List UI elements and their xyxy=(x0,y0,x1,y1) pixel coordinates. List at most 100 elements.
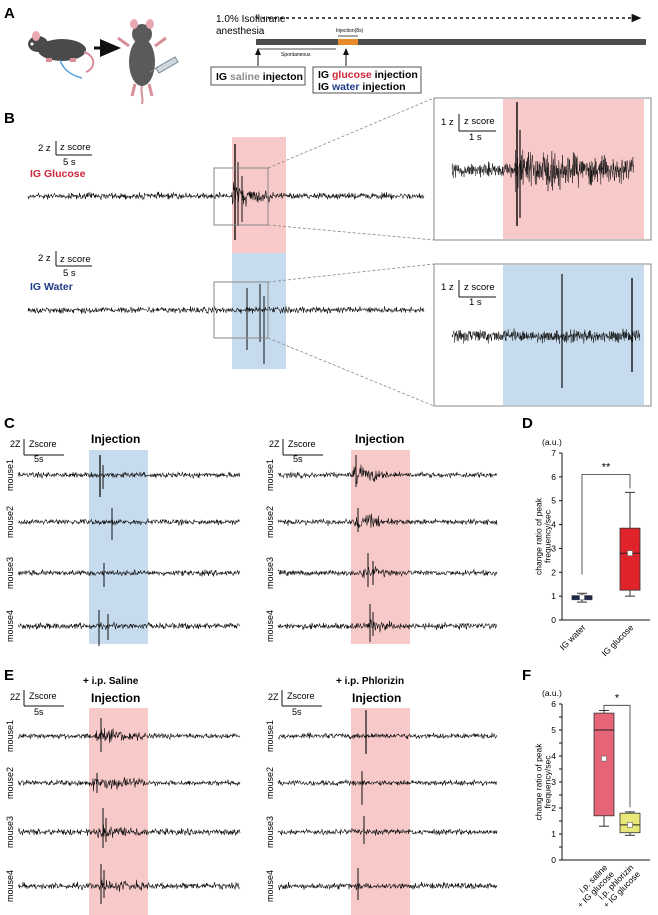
zoom-scale-unit: z score xyxy=(464,282,495,293)
y-axis-label: change ratio of peakfrequency/sec xyxy=(533,497,552,575)
glucose-injection-text: IG glucose injection xyxy=(318,69,418,81)
panel-c: 2Z Zscore 5s Injection 2Z Zscore 5s Inje… xyxy=(5,432,498,646)
box xyxy=(593,712,615,817)
mouse-label: mouse4 xyxy=(5,870,15,902)
zoom-scale-time: 1 s xyxy=(469,132,482,143)
y-tick-label: 1 xyxy=(551,829,556,839)
e-right-traces xyxy=(277,710,498,900)
panel-a: 1.0% Isoflurane anesthesia Injection(8s)… xyxy=(28,13,646,105)
water-injection-text: IG water injection xyxy=(318,81,406,93)
scale-amp-label: 2Z xyxy=(10,439,21,449)
x-tick-label: IG water xyxy=(558,622,588,652)
y-tick-label: 4 xyxy=(551,520,556,530)
c-right-scale: 2Z Zscore 5s xyxy=(269,439,323,464)
chart-f: (a.u.) 0 1 2 3 4 5 6 change ratio of peakfrequen… xyxy=(533,688,650,910)
y-tick-label: 4 xyxy=(551,751,556,761)
scale-unit-label: Zscore xyxy=(29,439,57,449)
e-left-condition: + i.p. Saline xyxy=(83,676,139,687)
mouse-label: mouse1 xyxy=(5,459,15,491)
ig-water-label: IG Water xyxy=(30,281,73,293)
mean-marker xyxy=(601,755,607,762)
y-tick-label: 2 xyxy=(551,803,556,813)
y-tick-label: 6 xyxy=(551,699,556,709)
y-tick-label: 0 xyxy=(551,615,556,625)
y-tick-label: 2 xyxy=(551,567,556,577)
e-right-scale: 2Z Zscore 5s xyxy=(268,690,322,717)
mouse-label: mouse4 xyxy=(265,610,275,642)
mouse-label: mouse1 xyxy=(265,459,275,491)
scale-amp-label: 2Z xyxy=(10,692,21,702)
c-left-injection-shade xyxy=(89,450,148,644)
mouse-label: mouse3 xyxy=(5,557,15,589)
scale-amp-label: 2 z xyxy=(38,143,51,154)
y-tick-label: 6 xyxy=(551,472,556,482)
panel-b: 2 z z score 5 s IG Glucose 2 z z score 5… xyxy=(27,97,652,407)
scale-time-label: 5s xyxy=(292,707,302,717)
zoom-connector xyxy=(267,97,435,169)
zoom-connector xyxy=(267,224,435,241)
e-right-injection-title: Injection xyxy=(352,691,401,705)
mean-marker xyxy=(579,594,585,601)
e-left-injection-shade xyxy=(89,708,148,915)
glucose-water-injection-box xyxy=(312,66,422,94)
y-tick-label: 3 xyxy=(551,777,556,787)
mouse-label: mouse2 xyxy=(265,506,275,538)
e-right-condition: + i.p. Phlorizin xyxy=(336,676,404,687)
mouse-label: mouse2 xyxy=(5,506,15,538)
zoom-region-water xyxy=(213,281,269,339)
mouse-label: mouse3 xyxy=(5,816,15,848)
scale-time-label: 5 s xyxy=(63,268,76,279)
saline-injection-text: IG saline injecton xyxy=(216,71,303,83)
timeline-bar xyxy=(256,39,646,45)
mouse-label: mouse1 xyxy=(265,720,275,752)
box xyxy=(619,527,641,591)
injection-duration-label: Injection(8s) xyxy=(336,28,364,34)
scale-unit-label: Zscore xyxy=(288,439,316,449)
panel-letter-a: A xyxy=(4,5,15,22)
y-axis-label: change ratio of peakfrequency/sec xyxy=(533,743,552,821)
scale-unit-label: Zscore xyxy=(29,691,57,701)
scale-amp-label: 2Z xyxy=(268,692,279,702)
saline-injection-box xyxy=(210,66,306,86)
mouse-label: mouse3 xyxy=(265,557,275,589)
mouse-label: mouse4 xyxy=(265,870,275,902)
zoom-scale-unit: z score xyxy=(464,116,495,127)
mouse-label: mouse3 xyxy=(265,816,275,848)
y-tick-label: 1 xyxy=(551,591,556,601)
panel-letter-f: F xyxy=(522,667,531,684)
scale-amp-label: 2Z xyxy=(269,439,280,449)
mouse-label: mouse2 xyxy=(265,767,275,799)
scale-unit-label: z score xyxy=(60,254,91,265)
chart-unit-label: (a.u.) xyxy=(542,688,562,698)
anesthesia-label-line1: 1.0% Isoflurane xyxy=(216,14,286,25)
injection-segment xyxy=(338,39,358,45)
y-tick-label: 5 xyxy=(551,725,556,735)
chart-d: (a.u.) 0 1 2 3 4 5 6 7 change ratio of peakfreque… xyxy=(533,437,650,658)
c-left-scale: 2Z Zscore 5s xyxy=(10,439,64,464)
zoom-scale-time: 1 s xyxy=(469,297,482,308)
y-tick-label: 0 xyxy=(551,855,556,865)
mean-marker xyxy=(627,550,633,557)
trace-water xyxy=(27,284,425,364)
mouse-label: mouse4 xyxy=(5,610,15,642)
scale-unit-label: z score xyxy=(60,142,91,153)
significance-bracket xyxy=(581,474,631,575)
c-right-traces xyxy=(277,455,498,642)
scale-time-label: 5s xyxy=(34,454,44,464)
c-right-injection-shade xyxy=(351,450,410,644)
trace-zoom-water xyxy=(451,274,641,388)
panel-letter-b: B xyxy=(4,110,15,127)
chart-unit-label: (a.u.) xyxy=(542,437,562,447)
panel-letter-c: C xyxy=(4,415,15,432)
zoom-region-glucose xyxy=(213,167,269,226)
c-left-traces xyxy=(17,455,241,646)
mouse-lying-illustration xyxy=(28,31,95,79)
c-left-injection-title: Injection xyxy=(91,432,140,446)
panel-letter-e: E xyxy=(4,667,14,684)
scale-time-label: 5s xyxy=(293,454,303,464)
mouse-supine-illustration xyxy=(117,19,179,105)
zoom-scale-amp: 1 z xyxy=(441,117,454,128)
zoom-scale-glucose: 1 z z score 1 s xyxy=(441,114,496,143)
y-tick-label: 7 xyxy=(551,448,556,458)
